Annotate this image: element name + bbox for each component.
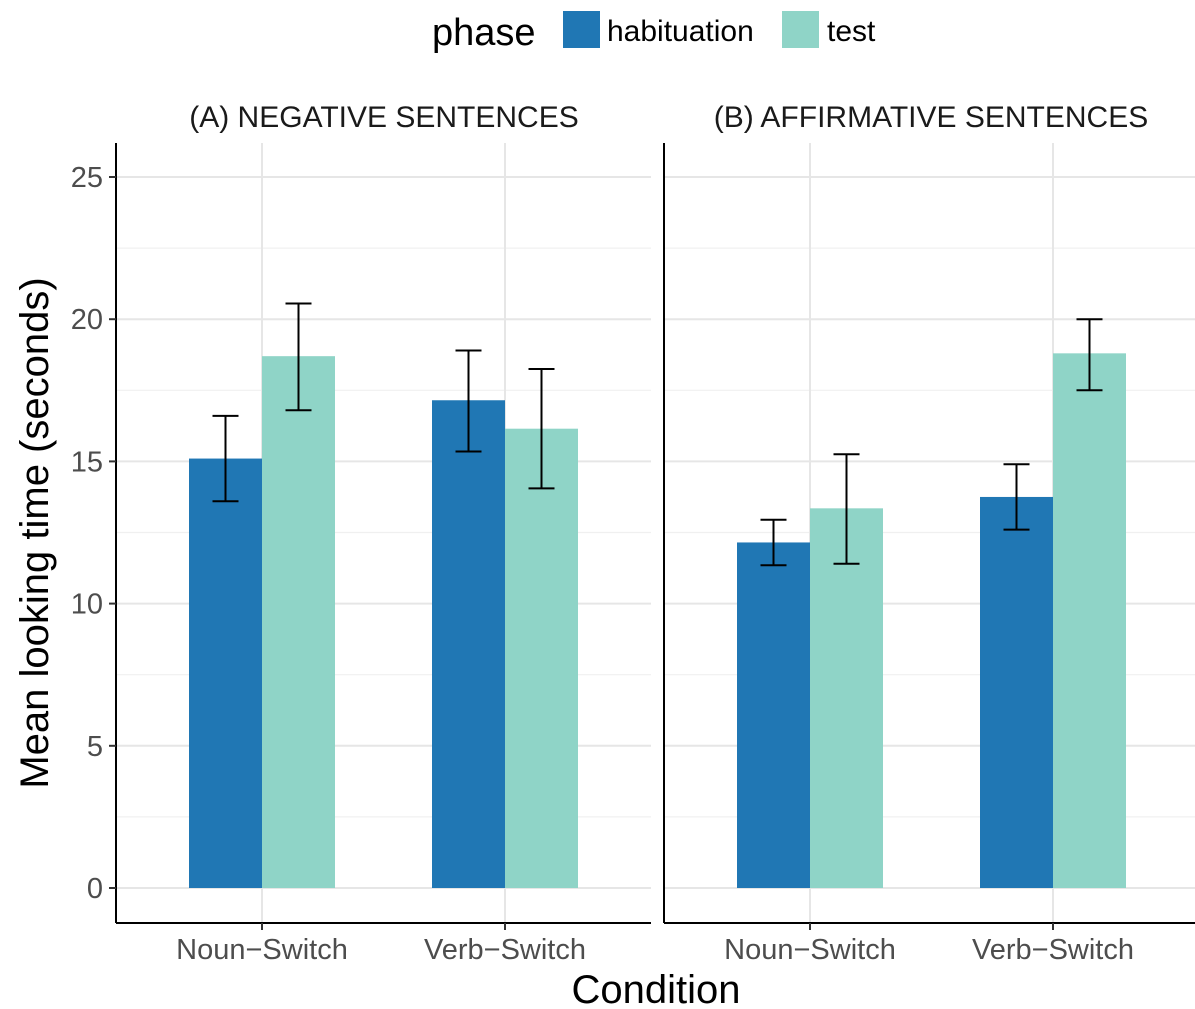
x-tick-label-verb-switch: Verb−Switch — [424, 934, 586, 966]
bar-test — [810, 508, 883, 888]
y-axis-title: Mean looking time (seconds) — [13, 277, 57, 788]
y-tick-label: 15 — [71, 446, 103, 478]
x-tick-label-noun-switch: Noun−Switch — [724, 934, 896, 966]
legend-swatch-habituation — [563, 11, 600, 48]
bar-habituation — [432, 400, 505, 888]
panel-affirmative — [665, 143, 1195, 923]
bar-habituation — [737, 542, 810, 888]
bar-test — [505, 428, 578, 888]
legend-label-test: test — [827, 15, 876, 48]
panel-title-affirmative: (B) AFFIRMATIVE SENTENCES — [714, 101, 1149, 134]
x-axis-title: Condition — [571, 968, 740, 1009]
panel-title-negative: (A) NEGATIVE SENTENCES — [189, 101, 579, 134]
panel-negative — [117, 143, 651, 923]
y-tick-label: 10 — [71, 589, 103, 621]
x-tick-label-noun-switch: Noun−Switch — [176, 934, 348, 966]
y-axis-ticks: 0 5 10 15 20 25 — [71, 162, 116, 905]
bar-habituation — [189, 458, 262, 888]
bar-test — [262, 356, 335, 888]
x-axis-ticks: Noun−Switch Verb−Switch Noun−Switch Verb… — [176, 923, 1134, 966]
legend-title: phase — [432, 12, 536, 54]
bar-habituation — [980, 496, 1053, 888]
legend-swatch-test — [782, 11, 819, 48]
bar-test — [1053, 353, 1126, 888]
y-tick-label: 20 — [71, 304, 103, 336]
x-tick-label-verb-switch: Verb−Switch — [972, 934, 1134, 966]
legend: phase habituation test — [432, 11, 876, 54]
y-tick-label: 0 — [87, 873, 103, 905]
y-tick-label: 5 — [87, 731, 103, 763]
legend-label-habituation: habituation — [607, 15, 754, 48]
y-tick-label: 25 — [71, 162, 103, 194]
